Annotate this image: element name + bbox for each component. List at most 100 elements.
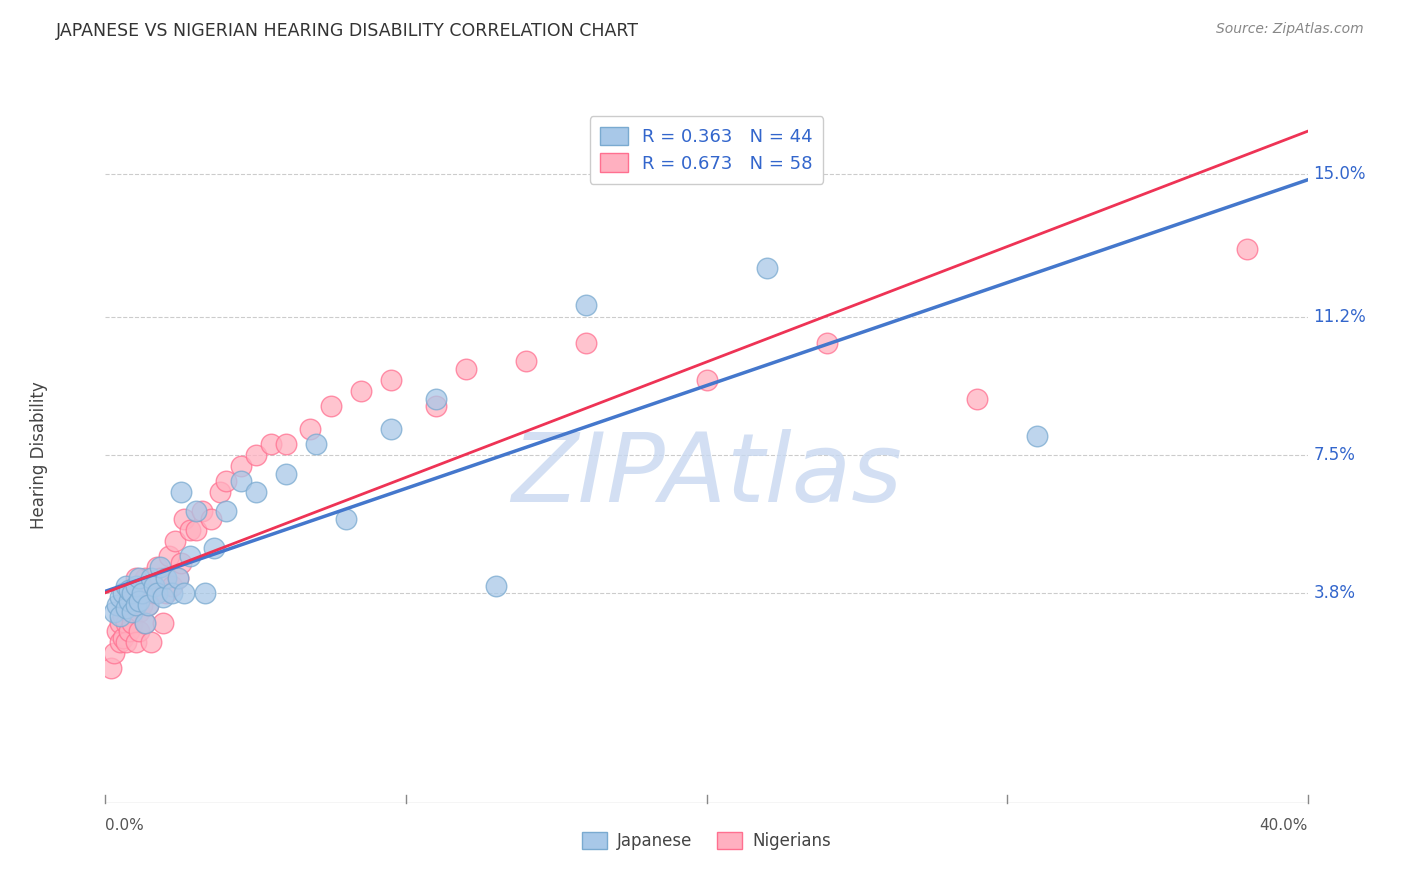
Point bbox=[155, 586, 177, 600]
Point bbox=[115, 635, 138, 649]
Legend: Japanese, Nigerians: Japanese, Nigerians bbox=[575, 826, 838, 857]
Point bbox=[214, 474, 236, 488]
Text: 7.5%: 7.5% bbox=[1313, 446, 1355, 464]
Point bbox=[121, 605, 143, 619]
Point bbox=[190, 504, 212, 518]
Point bbox=[245, 448, 267, 462]
Point bbox=[139, 579, 162, 593]
Text: 3.8%: 3.8% bbox=[1313, 584, 1355, 602]
Point bbox=[139, 571, 162, 585]
Point bbox=[298, 422, 321, 436]
Text: 15.0%: 15.0% bbox=[1313, 165, 1367, 184]
Point bbox=[200, 511, 222, 525]
Point bbox=[194, 586, 217, 600]
Point bbox=[485, 579, 508, 593]
Point bbox=[110, 608, 132, 623]
Point bbox=[208, 485, 231, 500]
Point bbox=[274, 436, 297, 450]
Point bbox=[100, 661, 122, 675]
Point bbox=[121, 586, 143, 600]
Point bbox=[124, 586, 146, 600]
Point bbox=[145, 586, 167, 600]
Point bbox=[136, 598, 159, 612]
Point bbox=[131, 586, 153, 600]
Point bbox=[103, 646, 125, 660]
Point bbox=[139, 635, 162, 649]
Point bbox=[112, 608, 135, 623]
Point bbox=[131, 579, 153, 593]
Point bbox=[1236, 242, 1258, 256]
Point bbox=[350, 384, 373, 399]
Point bbox=[128, 571, 150, 585]
Point bbox=[425, 392, 447, 406]
Point bbox=[121, 594, 143, 608]
Point bbox=[124, 635, 146, 649]
Point bbox=[118, 594, 141, 608]
Point bbox=[152, 590, 174, 604]
Point bbox=[260, 436, 283, 450]
Point bbox=[229, 459, 252, 474]
Point bbox=[179, 523, 201, 537]
Point bbox=[112, 586, 135, 600]
Point bbox=[121, 616, 143, 631]
Point bbox=[134, 616, 156, 631]
Point bbox=[124, 598, 146, 612]
Point bbox=[152, 616, 174, 631]
Point bbox=[155, 571, 177, 585]
Point bbox=[169, 485, 191, 500]
Point bbox=[112, 631, 135, 645]
Point bbox=[425, 399, 447, 413]
Point bbox=[110, 590, 132, 604]
Text: 40.0%: 40.0% bbox=[1260, 818, 1308, 833]
Point bbox=[110, 616, 132, 631]
Point bbox=[184, 504, 207, 518]
Point bbox=[815, 335, 838, 350]
Point bbox=[134, 571, 156, 585]
Point bbox=[128, 594, 150, 608]
Text: ZIPAtlas: ZIPAtlas bbox=[510, 429, 903, 523]
Text: Source: ZipAtlas.com: Source: ZipAtlas.com bbox=[1216, 22, 1364, 37]
Point bbox=[173, 586, 195, 600]
Point bbox=[966, 392, 988, 406]
Point bbox=[128, 624, 150, 638]
Point bbox=[169, 557, 191, 571]
Point bbox=[160, 579, 183, 593]
Point bbox=[134, 616, 156, 631]
Point bbox=[107, 624, 129, 638]
Point bbox=[163, 533, 186, 548]
Text: JAPANESE VS NIGERIAN HEARING DISABILITY CORRELATION CHART: JAPANESE VS NIGERIAN HEARING DISABILITY … bbox=[56, 22, 640, 40]
Point bbox=[184, 523, 207, 537]
Point bbox=[107, 598, 129, 612]
Point bbox=[124, 579, 146, 593]
Point bbox=[319, 399, 342, 413]
Point bbox=[335, 511, 357, 525]
Point bbox=[380, 422, 402, 436]
Point bbox=[173, 511, 195, 525]
Point bbox=[166, 571, 188, 585]
Point bbox=[118, 605, 141, 619]
Point bbox=[148, 560, 170, 574]
Point bbox=[103, 605, 125, 619]
Point bbox=[110, 635, 132, 649]
Point bbox=[166, 571, 188, 585]
Point bbox=[128, 605, 150, 619]
Point bbox=[148, 571, 170, 585]
Point bbox=[214, 504, 236, 518]
Point bbox=[136, 598, 159, 612]
Point bbox=[245, 485, 267, 500]
Point bbox=[575, 335, 598, 350]
Point bbox=[145, 560, 167, 574]
Point bbox=[118, 624, 141, 638]
Point bbox=[160, 586, 183, 600]
Point bbox=[124, 571, 146, 585]
Text: 11.2%: 11.2% bbox=[1313, 308, 1367, 326]
Point bbox=[380, 373, 402, 387]
Point bbox=[142, 586, 165, 600]
Point bbox=[575, 298, 598, 312]
Point bbox=[115, 579, 138, 593]
Point bbox=[454, 362, 477, 376]
Point bbox=[142, 579, 165, 593]
Point bbox=[696, 373, 718, 387]
Point bbox=[179, 549, 201, 563]
Point bbox=[115, 601, 138, 615]
